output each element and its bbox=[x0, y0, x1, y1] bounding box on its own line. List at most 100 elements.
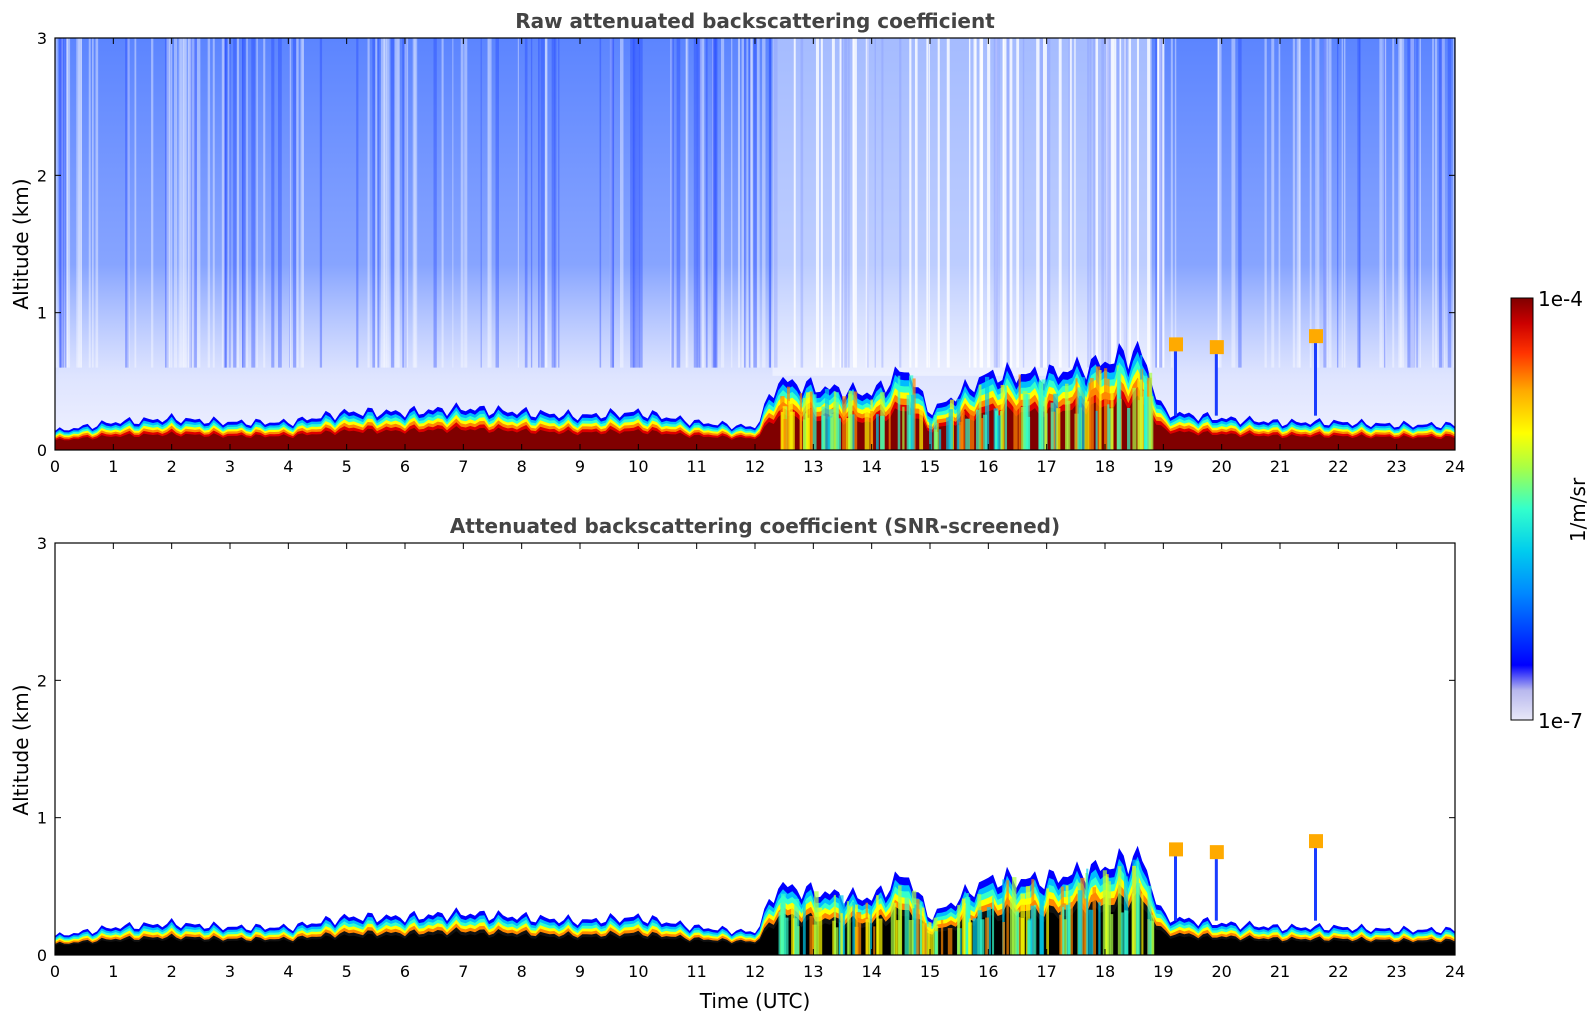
convective-streak bbox=[1147, 885, 1152, 955]
noise-stripe bbox=[866, 38, 869, 368]
noise-stripe bbox=[64, 38, 67, 368]
noise-stripe bbox=[441, 38, 444, 368]
noise-stripe bbox=[1399, 38, 1403, 368]
y-tick-label: 3 bbox=[37, 29, 47, 48]
noise-stripe bbox=[540, 38, 545, 368]
noise-stripe bbox=[1271, 38, 1275, 368]
convective-streak bbox=[910, 394, 915, 450]
convective-streak bbox=[1025, 394, 1030, 450]
noise-stripe bbox=[737, 38, 740, 368]
noise-stripe bbox=[1416, 38, 1418, 368]
convective-streak bbox=[781, 412, 784, 450]
convective-streak bbox=[814, 891, 819, 955]
convective-streak bbox=[873, 926, 876, 955]
noise-stripe bbox=[756, 38, 760, 368]
noise-stripe bbox=[166, 38, 171, 368]
noise-stripe bbox=[1042, 38, 1047, 368]
noise-stripe bbox=[1238, 38, 1242, 368]
noise-stripe bbox=[1093, 38, 1096, 368]
x-tick-label: 24 bbox=[1445, 962, 1465, 981]
noise-stripe bbox=[1009, 38, 1013, 368]
noise-stripe bbox=[377, 38, 380, 368]
cloud-feature bbox=[1209, 340, 1224, 355]
noise-stripe bbox=[1398, 38, 1401, 368]
x-tick-label: 21 bbox=[1270, 457, 1290, 476]
noise-stripe bbox=[1006, 38, 1010, 368]
noise-stripe bbox=[212, 38, 215, 368]
noise-stripe bbox=[151, 38, 154, 368]
noise-stripe bbox=[714, 38, 718, 368]
convective-streak bbox=[1023, 394, 1029, 450]
convective-streak bbox=[983, 414, 988, 450]
cloud-column bbox=[1174, 856, 1177, 921]
convective-streak bbox=[830, 417, 833, 450]
colorbar-unit-label: 1/m/sr bbox=[1566, 477, 1590, 542]
convective-streak bbox=[852, 901, 856, 955]
noise-stripe bbox=[66, 38, 71, 368]
noise-stripe bbox=[398, 38, 400, 368]
convective-streak bbox=[957, 913, 960, 955]
noise-stripe bbox=[1434, 38, 1438, 368]
noise-stripe bbox=[1155, 38, 1158, 368]
noise-stripe bbox=[402, 38, 404, 368]
noise-stripe bbox=[404, 38, 407, 368]
convective-streak bbox=[992, 896, 995, 955]
noise-stripe bbox=[60, 38, 64, 368]
noise-stripe bbox=[495, 38, 500, 368]
cloud-feature bbox=[1309, 329, 1323, 344]
noise-stripe bbox=[386, 38, 390, 368]
noise-stripe bbox=[551, 38, 555, 368]
noise-stripe bbox=[610, 38, 614, 368]
noise-stripe bbox=[1101, 38, 1105, 368]
convective-streak bbox=[1104, 368, 1108, 450]
convective-streak bbox=[934, 429, 938, 450]
noise-stripe bbox=[1217, 38, 1219, 368]
noise-stripe bbox=[1128, 38, 1132, 368]
noise-stripe bbox=[636, 38, 640, 368]
noise-stripe bbox=[881, 38, 884, 368]
x-axis-raw: 0 1 2 3 4 5 6 7 8 9 10 11 12 13 14 15 16 17 18 19 20 21 22 23 24 bbox=[50, 38, 1465, 476]
noise-stripe bbox=[1323, 38, 1327, 368]
noise-stripe bbox=[793, 38, 796, 368]
noise-stripe bbox=[848, 38, 850, 368]
noise-stripe bbox=[1341, 38, 1343, 368]
noise-stripe bbox=[367, 38, 370, 368]
convective-streak bbox=[1002, 879, 1005, 955]
panel-screened: Attenuated backscattering coefficient (S… bbox=[9, 514, 1465, 1013]
noise-stripe bbox=[753, 38, 758, 368]
noise-stripe bbox=[899, 38, 902, 368]
x-tick-label: 20 bbox=[1211, 962, 1231, 981]
noise-stripe bbox=[1316, 38, 1320, 368]
convective-streak bbox=[1059, 914, 1062, 955]
convective-streak bbox=[922, 923, 927, 955]
noise-stripe bbox=[78, 38, 82, 368]
noise-stripe bbox=[1111, 38, 1113, 368]
noise-stripe bbox=[630, 38, 633, 368]
convective-streak bbox=[966, 893, 969, 955]
noise-stripe bbox=[545, 38, 547, 368]
noise-stripe bbox=[1315, 38, 1317, 368]
x-tick-label: 23 bbox=[1386, 457, 1406, 476]
noise-stripe bbox=[874, 38, 876, 368]
convective-streak bbox=[780, 900, 785, 955]
convective-streak bbox=[890, 902, 895, 955]
x-tick-label: 1 bbox=[108, 457, 118, 476]
noise-stripe bbox=[242, 38, 244, 368]
convective-streak bbox=[997, 415, 1001, 450]
noise-stripe bbox=[1074, 38, 1076, 368]
noise-stripe bbox=[1407, 38, 1411, 368]
convective-streak bbox=[904, 894, 910, 955]
noise-stripe bbox=[95, 38, 99, 368]
noise-stripe bbox=[1161, 38, 1165, 368]
noise-stripe bbox=[193, 38, 198, 368]
convective-streak bbox=[972, 918, 978, 955]
x-tick-label: 6 bbox=[400, 962, 410, 981]
convective-streak bbox=[802, 902, 806, 955]
convective-streak bbox=[1079, 395, 1082, 450]
noise-stripe bbox=[1159, 38, 1163, 368]
cloud-column bbox=[1174, 351, 1177, 416]
noise-stripe bbox=[391, 38, 395, 368]
y-axis-label-raw: Altitude (km) bbox=[9, 178, 33, 309]
noise-stripe bbox=[1105, 38, 1109, 368]
convective-streak bbox=[1006, 880, 1009, 955]
